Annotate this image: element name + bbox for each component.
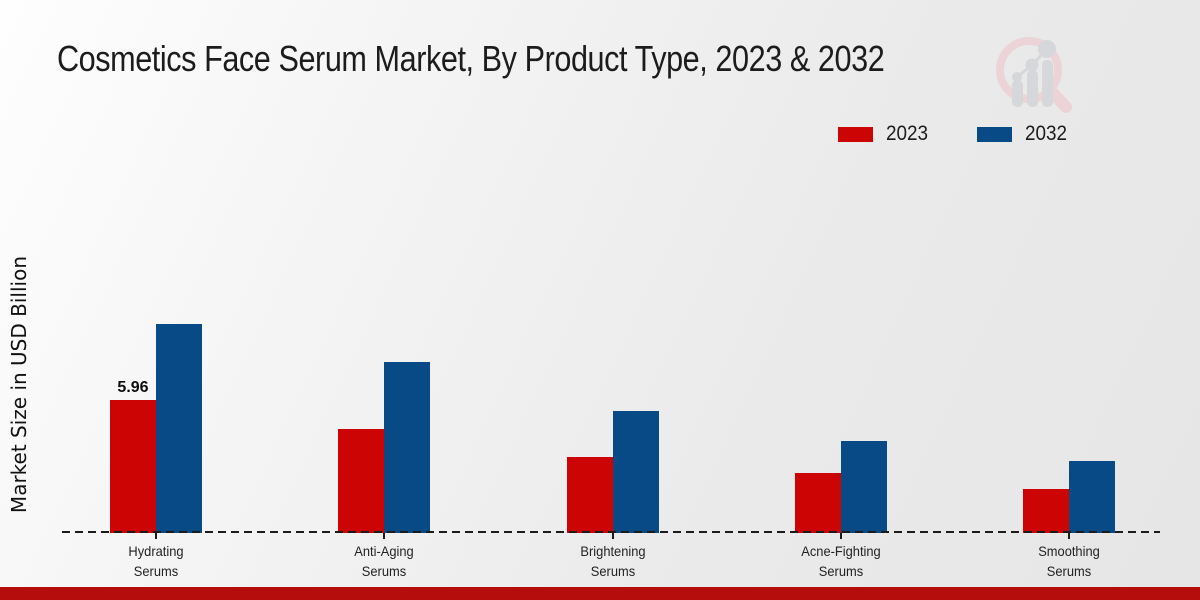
x-axis-tick — [383, 533, 385, 539]
bar-2023-brightening-serums — [567, 457, 613, 533]
legend-swatch-2023 — [838, 126, 873, 142]
bar-2023-hydrating-serums — [110, 400, 156, 533]
bar-value-label: 5.96 — [117, 379, 149, 396]
legend-label: 2023 — [886, 122, 929, 145]
category-label-acne-fighting-serums: Acne-Fighting Serums — [801, 543, 881, 579]
x-axis-dashed-baseline — [62, 531, 1160, 533]
category-label-anti-aging-serums: Anti-Aging Serums — [354, 543, 414, 579]
x-axis-tick — [612, 533, 614, 539]
bar-2032-smoothing-serums — [1069, 461, 1115, 533]
footer-red-strip — [0, 587, 1200, 600]
legend-label: 2032 — [1024, 122, 1067, 145]
x-axis-tick — [155, 533, 157, 539]
x-axis-tick — [840, 533, 842, 539]
legend-item-2032: 2032 — [976, 122, 1072, 146]
bar-2023-anti-aging-serums — [338, 429, 384, 533]
bar-2032-acne-fighting-serums — [841, 441, 887, 533]
legend-item-2023: 2023 — [838, 122, 933, 146]
x-axis-tick — [1068, 533, 1070, 539]
bar-2032-anti-aging-serums — [384, 362, 430, 533]
legend-swatch-2032 — [976, 126, 1012, 142]
category-label-brightening-serums: Brightening Serums — [580, 543, 646, 579]
category-label-hydrating-serums: Hydrating Serums — [128, 543, 184, 579]
bar-2032-hydrating-serums — [156, 324, 202, 533]
bar-2032-brightening-serums — [613, 411, 659, 533]
category-label-smoothing-serums: Smoothing Serums — [1038, 543, 1100, 579]
magnifier-bar-chart-logo-icon — [982, 24, 1082, 121]
bar-2023-acne-fighting-serums — [795, 473, 841, 533]
chart-title: Cosmetics Face Serum Market, By Product … — [57, 38, 885, 79]
legend: 2023 2032 — [838, 122, 1071, 146]
bar-2023-smoothing-serums — [1023, 489, 1069, 533]
